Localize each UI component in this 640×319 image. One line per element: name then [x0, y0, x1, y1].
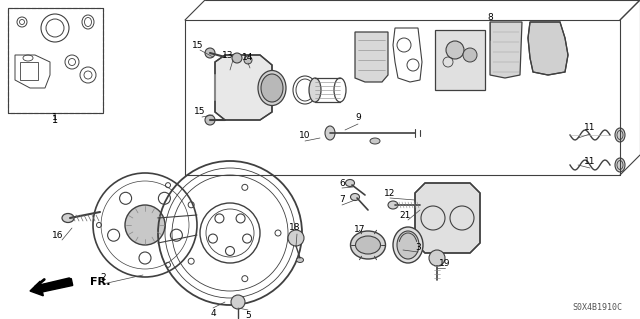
Ellipse shape — [388, 201, 398, 209]
Bar — [8, 8, 103, 113]
Polygon shape — [415, 183, 480, 253]
Text: 15: 15 — [195, 108, 205, 116]
Text: 13: 13 — [222, 50, 234, 60]
FancyArrow shape — [30, 278, 73, 296]
Text: 5: 5 — [245, 310, 251, 319]
Text: S0X4B1910C: S0X4B1910C — [572, 303, 622, 312]
Text: 6: 6 — [339, 179, 345, 188]
Ellipse shape — [296, 257, 303, 263]
Text: 1: 1 — [52, 115, 58, 125]
Bar — [20, 62, 38, 80]
Polygon shape — [490, 22, 522, 78]
Text: 2: 2 — [100, 273, 106, 283]
Ellipse shape — [351, 194, 360, 201]
Circle shape — [232, 53, 242, 63]
Ellipse shape — [370, 138, 380, 144]
Ellipse shape — [615, 158, 625, 172]
Circle shape — [205, 115, 215, 125]
Ellipse shape — [62, 213, 74, 222]
Text: 10: 10 — [300, 130, 311, 139]
Ellipse shape — [615, 128, 625, 142]
Text: 12: 12 — [384, 189, 396, 197]
Ellipse shape — [258, 70, 286, 106]
Text: 9: 9 — [355, 114, 361, 122]
Ellipse shape — [397, 231, 419, 259]
Circle shape — [429, 250, 445, 266]
Polygon shape — [528, 22, 568, 75]
Text: 15: 15 — [192, 41, 204, 49]
Text: 11: 11 — [584, 123, 596, 132]
Circle shape — [125, 205, 165, 245]
Bar — [8, 8, 103, 113]
Text: FR.: FR. — [90, 277, 111, 287]
Text: 3: 3 — [415, 243, 421, 253]
Ellipse shape — [351, 231, 385, 259]
Text: 18: 18 — [289, 224, 301, 233]
Ellipse shape — [309, 78, 321, 102]
Text: 17: 17 — [355, 226, 365, 234]
Polygon shape — [355, 32, 388, 82]
Ellipse shape — [393, 227, 423, 263]
Circle shape — [205, 48, 215, 58]
Polygon shape — [215, 55, 272, 120]
Text: 11: 11 — [584, 158, 596, 167]
Text: 8: 8 — [487, 13, 493, 23]
Bar — [435, 30, 485, 90]
Circle shape — [231, 295, 245, 309]
Text: 4: 4 — [210, 309, 216, 318]
Ellipse shape — [325, 126, 335, 140]
Circle shape — [288, 230, 304, 246]
Ellipse shape — [261, 74, 283, 102]
Text: 19: 19 — [439, 258, 451, 268]
Ellipse shape — [346, 180, 355, 187]
Circle shape — [463, 48, 477, 62]
Text: 16: 16 — [52, 231, 64, 240]
Text: 7: 7 — [339, 196, 345, 204]
Text: 14: 14 — [243, 54, 253, 63]
Text: 1: 1 — [52, 114, 58, 122]
Text: 21: 21 — [399, 211, 411, 219]
Ellipse shape — [355, 236, 381, 254]
Circle shape — [446, 41, 464, 59]
Circle shape — [244, 56, 252, 64]
